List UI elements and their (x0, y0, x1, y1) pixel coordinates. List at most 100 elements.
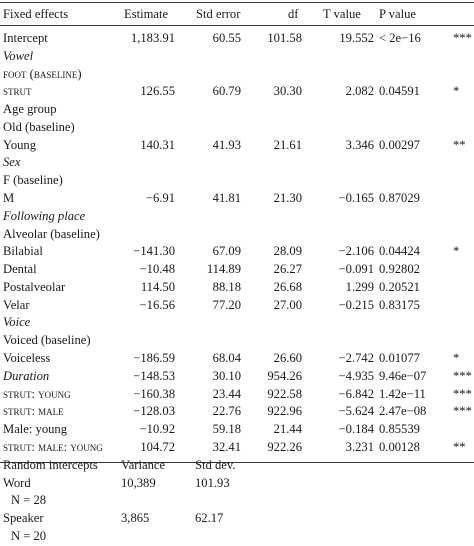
estimate-cell: −186.59 (133, 351, 175, 366)
estimate-cell: −16.56 (139, 297, 175, 312)
std-error-cell: 23.44 (212, 386, 241, 401)
table-row: Velar −16.56 77.20 27.00 −0.215 0.83175 (0, 296, 474, 315)
std-error-cell: 60.79 (212, 84, 241, 99)
t-value-cell: −0.184 (338, 422, 374, 437)
df-cell: 922.96 (267, 404, 302, 419)
estimate-cell: −10.48 (139, 262, 175, 277)
table-row: Young 140.31 41.93 21.61 3.346 0.00297 ** (0, 136, 474, 155)
table-row: Dental −10.48 114.89 26.27 −0.091 0.92802 (0, 260, 474, 279)
p-value-cell: 0.00128 (379, 439, 420, 454)
df-cell: 27.00 (273, 297, 302, 312)
header-row: Fixed effects Estimate Std error df T va… (0, 5, 474, 24)
row-label: Intercept (3, 31, 48, 45)
random-row-label: Speaker (3, 511, 44, 526)
std-error-cell: 41.81 (212, 191, 241, 206)
estimate-cell: 140.31 (140, 137, 175, 152)
random-row-label: Word (3, 475, 31, 490)
df-cell: 26.60 (273, 351, 302, 366)
std-error-cell: 114.89 (206, 262, 241, 277)
t-value-cell: 19.552 (339, 31, 374, 45)
row-label: strut: male (3, 404, 64, 419)
t-value-cell: −0.165 (338, 191, 374, 206)
significance-stars: *** (453, 368, 472, 383)
df-cell: 922.26 (267, 439, 302, 454)
estimate-cell: −128.03 (133, 404, 175, 419)
table-row: Voiced (baseline) (0, 331, 474, 350)
t-value-cell: −2.106 (338, 244, 374, 259)
significance-stars: *** (453, 404, 472, 419)
std-error-cell: 77.20 (212, 297, 241, 312)
t-value-cell: −0.215 (338, 297, 374, 312)
df-cell: 101.58 (267, 31, 302, 45)
table-row: Voiceless −186.59 68.04 26.60 −2.742 0.01077 * (0, 349, 474, 368)
table-row: Vowel (0, 47, 474, 66)
table-row: Male: young −10.92 59.18 21.44 −0.184 0.85539 (0, 420, 474, 439)
table-row: M −6.91 41.81 21.30 −0.165 0.87029 (0, 189, 474, 208)
significance-stars: * (453, 84, 460, 99)
df-cell: 21.61 (273, 137, 302, 152)
estimate-cell: −6.91 (145, 191, 175, 206)
estimate-cell: 104.72 (140, 439, 175, 454)
row-label: Velar (3, 297, 30, 312)
std-error-cell: 68.04 (212, 351, 241, 366)
random-row: N = 20 (0, 527, 474, 546)
estimate-cell: −141.30 (133, 244, 175, 259)
std-error-cell: 41.93 (212, 137, 241, 152)
t-value-cell: 3.346 (345, 137, 374, 152)
std-error-cell: 88.18 (212, 279, 241, 294)
header-fixed-effects: Fixed effects (3, 7, 69, 21)
table-row: Voice (0, 313, 474, 332)
row-label: Male: young (3, 422, 68, 437)
table-row: Sex (0, 153, 474, 172)
row-label: Duration (3, 368, 50, 383)
std-error-cell: 60.55 (212, 31, 241, 45)
t-value-cell: 1.299 (345, 279, 374, 294)
p-value-cell: < 2e−16 (379, 31, 421, 45)
random-header-label: Random intercepts (3, 457, 98, 472)
estimate-cell: −10.92 (139, 422, 175, 437)
std-dev-cell: 101.93 (195, 475, 230, 490)
random-header-std-dev: Std dev. (195, 457, 236, 472)
p-value-cell: 9.46e−07 (379, 368, 427, 383)
row-label: Voiced (baseline) (3, 333, 91, 348)
df-cell: 30.30 (273, 84, 302, 99)
variance-cell: 3,865 (121, 511, 150, 526)
std-dev-cell: 62.17 (195, 511, 224, 526)
row-label: Age group (3, 102, 57, 117)
random-row-label: N = 20 (11, 528, 47, 543)
row-label: Vowel (3, 48, 34, 63)
p-value-cell: 0.85539 (379, 422, 420, 437)
p-value-cell: 0.01077 (379, 351, 420, 366)
bottom-rule (0, 462, 474, 463)
df-cell: 26.68 (273, 279, 302, 294)
significance-stars: * (453, 244, 460, 259)
p-value-cell: 0.20521 (379, 279, 420, 294)
estimate-cell: −148.53 (133, 368, 175, 383)
row-label: strut: young (3, 386, 71, 401)
std-error-cell: 30.10 (212, 368, 241, 383)
t-value-cell: −2.742 (338, 351, 374, 366)
row-label: Voice (3, 315, 31, 330)
random-intercepts-header: Random intercepts Variance Std dev. (0, 456, 474, 475)
table-row: Postalveolar 114.50 88.18 26.68 1.299 0.20521 (0, 278, 474, 297)
row-label: M (3, 191, 15, 206)
random-row-label: N = 28 (11, 493, 47, 508)
variance-cell: 10,389 (121, 475, 156, 490)
table-row: Old (baseline) (0, 118, 474, 137)
t-value-cell: 3.231 (345, 439, 374, 454)
df-cell: 922.58 (267, 386, 302, 401)
t-value-cell: 2.082 (345, 84, 374, 99)
std-error-cell: 22.76 (212, 404, 241, 419)
table-row: Intercept 1,183.91 60.55 101.58 19.552 < 2e−1… (0, 29, 474, 48)
p-value-cell: 0.04591 (379, 84, 420, 99)
std-error-cell: 59.18 (212, 422, 241, 437)
df-cell: 21.30 (273, 191, 302, 206)
row-label: Bilabial (3, 244, 43, 259)
p-value-cell: 2.47e−08 (379, 404, 427, 419)
row-label: Voiceless (3, 351, 51, 366)
std-error-cell: 67.09 (212, 244, 241, 259)
random-row: Speaker 3,865 62.17 (0, 509, 474, 528)
estimate-cell: 114.50 (140, 279, 175, 294)
t-value-cell: −0.091 (338, 262, 374, 277)
table-row: strut: young −160.38 23.44 922.58 −6.842 1.42… (0, 385, 474, 404)
